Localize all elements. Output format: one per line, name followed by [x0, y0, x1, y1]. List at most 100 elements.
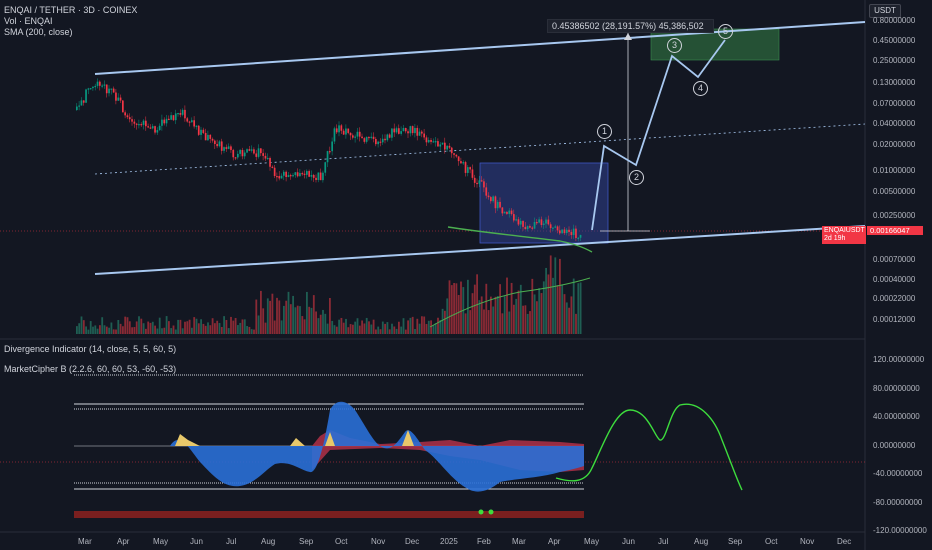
divergence-legend[interactable]: Divergence Indicator (14, close, 5, 5, 6… [4, 344, 177, 354]
mc-tick-label: 40.00000000 [873, 412, 920, 421]
candle [204, 132, 207, 141]
candle [255, 153, 258, 157]
time-tick-label: Jun [622, 537, 635, 546]
candle [287, 175, 290, 177]
consolidation-box[interactable] [479, 162, 609, 244]
volume-bar [211, 318, 214, 334]
volume-bar [142, 323, 145, 334]
volume-bar [149, 322, 152, 334]
candlestick-series [76, 78, 582, 242]
mc-tick-label: 80.00000000 [873, 383, 920, 393]
candle [444, 142, 446, 150]
wave-label-3[interactable]: 3 [667, 38, 682, 53]
candle [469, 167, 471, 170]
volume-bar [331, 320, 334, 334]
volume-bar [400, 326, 403, 334]
candle [531, 227, 534, 229]
volume-bar [549, 255, 552, 334]
volume-bar [365, 317, 368, 334]
candle [501, 207, 504, 214]
channel-lower-line[interactable] [94, 225, 866, 275]
volume-bar [358, 325, 361, 334]
volume-bar [174, 329, 177, 334]
candle [292, 175, 294, 177]
candle [299, 173, 301, 177]
volume-bar [191, 327, 193, 334]
candle [333, 128, 336, 142]
volume-bar [450, 285, 453, 334]
volume-bar [418, 323, 421, 334]
volume-bar [92, 326, 94, 334]
channel-mid-line[interactable] [94, 123, 866, 175]
wave-label-4[interactable]: 4 [693, 81, 708, 96]
candle [225, 147, 228, 149]
candle [133, 121, 136, 124]
candle [128, 117, 131, 120]
candle [315, 177, 317, 180]
candle [460, 161, 462, 164]
candle [319, 172, 322, 181]
candle [542, 223, 545, 225]
volume-bar [172, 325, 175, 334]
candle [439, 144, 442, 147]
volume-bar [473, 284, 476, 334]
wave-label-1[interactable]: 1 [597, 124, 612, 139]
volume-bar [333, 325, 336, 334]
candle [276, 176, 278, 178]
sma-legend[interactable]: SMA (200, close) [4, 27, 73, 37]
price-tick-label: 0.45000000 [873, 36, 916, 45]
time-tick-label: May [153, 537, 169, 546]
volume-legend[interactable]: Vol · ENQAI [4, 16, 53, 26]
candle [179, 112, 182, 115]
candle [101, 85, 103, 87]
time-tick-label: 2025 [440, 537, 458, 546]
volume-bar [391, 323, 393, 334]
candle [85, 89, 87, 103]
candle [149, 127, 152, 129]
candle [140, 124, 143, 126]
candle [329, 151, 331, 153]
price-tick-label: 0.01000000 [873, 166, 916, 175]
volume-bar [163, 327, 166, 334]
candle [80, 100, 83, 106]
symbol-title[interactable]: ENQAI / TETHER · 3D · COINEX [4, 5, 138, 15]
volume-bar [117, 320, 120, 334]
candle [570, 231, 573, 236]
candle [579, 235, 582, 238]
wave-label-2[interactable]: 2 [629, 170, 644, 185]
wave-projection-path[interactable] [591, 39, 726, 231]
candle [202, 129, 205, 133]
candle [216, 144, 218, 147]
volume-bar [496, 296, 499, 334]
volume-bar [356, 318, 359, 334]
channel-upper-line[interactable] [94, 21, 866, 75]
candle [538, 219, 540, 223]
volume-bar [404, 329, 407, 334]
volume-bar [197, 323, 200, 334]
volume-bar [349, 324, 352, 334]
volume-bar [271, 293, 274, 334]
volume-bar [579, 282, 582, 334]
candle [195, 125, 198, 127]
candle [375, 138, 377, 145]
price-tag-countdown: 2d 19h [824, 235, 846, 242]
time-tick-label: Oct [335, 537, 348, 546]
currency-button[interactable]: USDT [869, 4, 901, 18]
wave-label-5[interactable]: 5 [718, 24, 733, 39]
candle [565, 229, 568, 234]
candle [87, 88, 90, 90]
sma-line [447, 226, 593, 253]
mc-buy-dot [488, 509, 494, 515]
candle [117, 97, 120, 101]
volume-bar [216, 320, 219, 334]
volume-bar [379, 329, 382, 334]
volume-bar [306, 291, 308, 334]
marketcipher-legend[interactable]: MarketCipher B (2.2.6, 60, 60, 53, -60, … [4, 364, 177, 374]
candle [402, 127, 405, 132]
volume-bar [207, 322, 209, 334]
candle [301, 173, 304, 175]
volume-bar [266, 298, 269, 334]
candle [96, 81, 99, 86]
candle [220, 141, 223, 151]
